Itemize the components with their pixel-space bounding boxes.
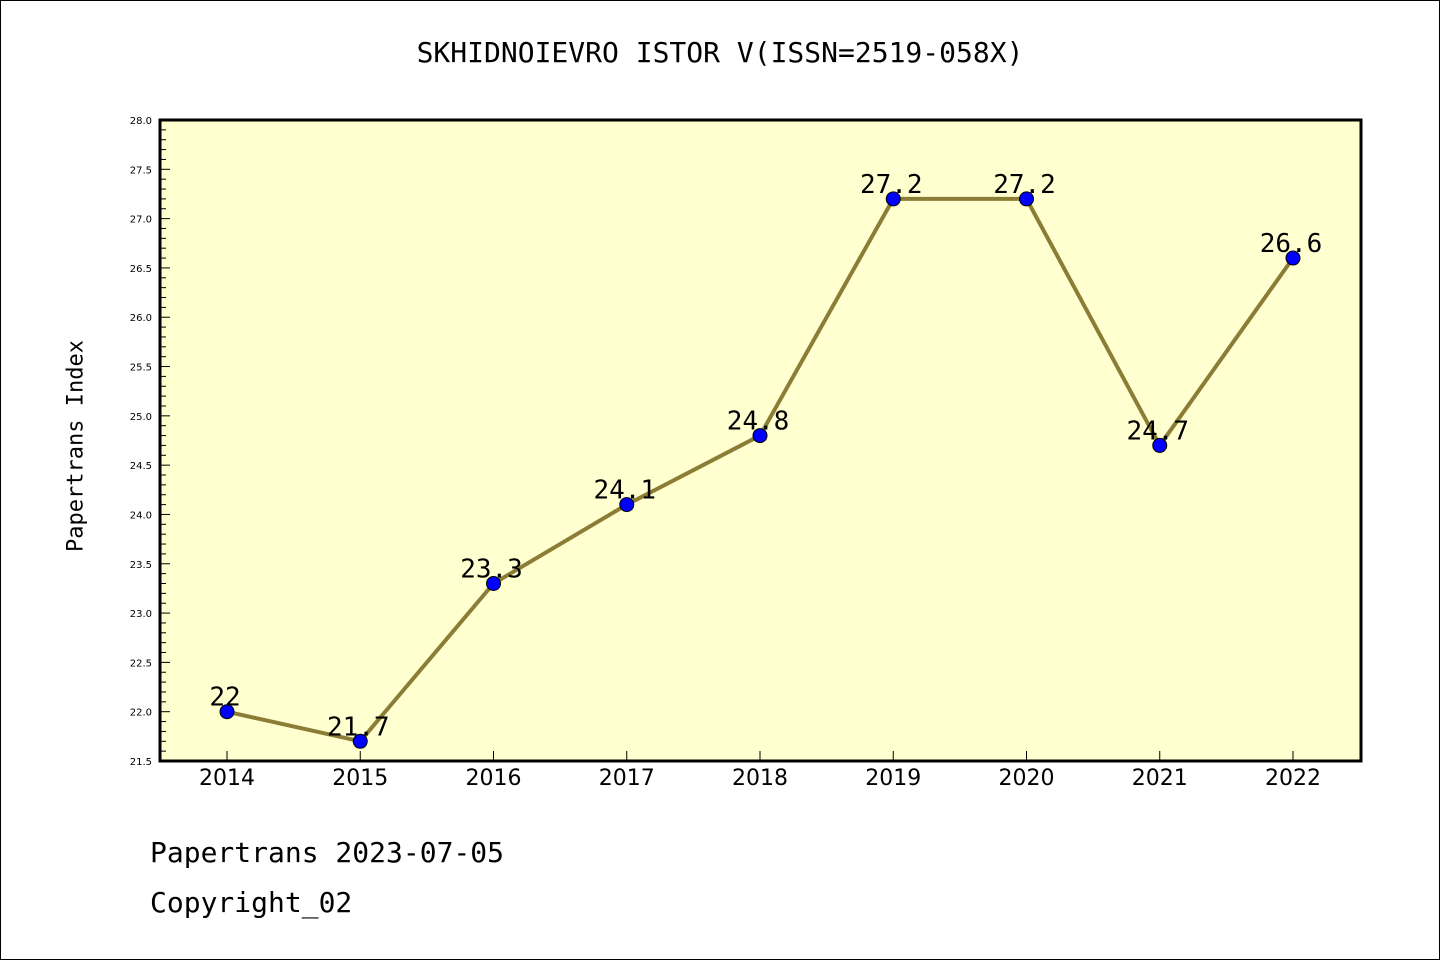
data-labels: 22 21.7 23.3 24.1 24.8 27.2 27.2 24.7 26.6 xyxy=(209,170,1322,742)
x-tick-label: 2017 xyxy=(599,766,655,791)
x-tick-label: 2016 xyxy=(466,766,522,791)
y-tick-label: 22.0 xyxy=(130,708,152,719)
y-tick-label: 21.5 xyxy=(130,757,152,768)
x-tick-label: 2018 xyxy=(732,766,788,791)
data-point xyxy=(1285,250,1301,266)
y-tick-label: 24.0 xyxy=(130,510,152,521)
data-point xyxy=(486,575,501,591)
data-label: 24.1 xyxy=(593,476,656,506)
y-tick-label: 24.5 xyxy=(130,461,152,472)
data-point xyxy=(752,428,768,444)
data-label: 21.7 xyxy=(327,712,390,742)
data-label: 24.7 xyxy=(1126,416,1189,446)
data-point xyxy=(352,733,368,749)
y-tick-label: 27.0 xyxy=(130,215,152,226)
data-point xyxy=(219,704,235,720)
data-label: 27.2 xyxy=(860,170,923,200)
data-point xyxy=(1152,437,1168,453)
x-tick-label: 2019 xyxy=(865,766,921,791)
y-tick-label: 23.5 xyxy=(130,560,152,571)
data-point xyxy=(885,191,901,207)
y-tick-label: 27.5 xyxy=(130,165,152,176)
x-tick-label: 2014 xyxy=(199,766,255,791)
data-point xyxy=(1019,191,1034,207)
data-label: 23.3 xyxy=(460,554,523,584)
chart-title: SKHIDNOIEVRO ISTOR V(ISSN=2519-058X) xyxy=(416,36,1024,69)
y-tick-label: 25.5 xyxy=(130,363,152,374)
y-tick-label: 22.5 xyxy=(130,658,152,669)
y-tick-label: 28.0 xyxy=(130,116,152,127)
x-tick-label: 2021 xyxy=(1132,766,1188,791)
x-tick-label: 2015 xyxy=(332,766,388,791)
data-label: 27.2 xyxy=(993,170,1056,200)
footer-copyright: Copyright_02 xyxy=(150,886,353,919)
data-label: 26.6 xyxy=(1260,229,1323,259)
data-label: 22 xyxy=(209,683,240,713)
x-axis: 2014 2015 2016 2017 2018 2019 2020 2021 2022 xyxy=(199,751,1321,791)
y-tick-label: 26.0 xyxy=(130,313,152,324)
plot-border xyxy=(158,118,1363,763)
y-tick-label: 25.0 xyxy=(130,412,152,423)
x-tick-label: 2020 xyxy=(999,766,1055,791)
data-points xyxy=(219,191,1301,749)
data-point xyxy=(619,497,635,513)
y-tick-label: 23.0 xyxy=(130,609,152,620)
y-tick-label: 26.5 xyxy=(130,264,152,275)
data-label: 24.8 xyxy=(727,407,790,437)
footer-date: Papertrans 2023-07-05 xyxy=(150,836,505,869)
x-tick-label: 2022 xyxy=(1265,766,1321,791)
